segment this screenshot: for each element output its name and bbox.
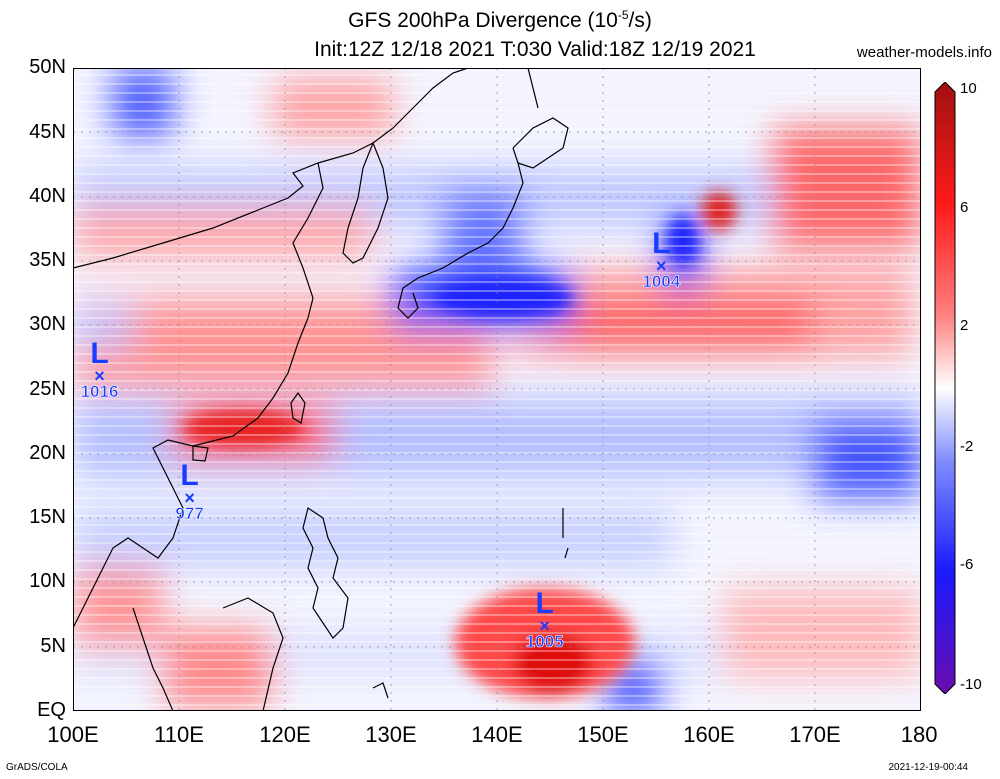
map-subtitle: Init:12Z 12/18 2021 T:030 Valid:18Z 12/1… — [314, 38, 756, 61]
lon-label: 130E — [365, 722, 417, 747]
low-letter: L — [535, 587, 554, 621]
colorbar — [934, 82, 956, 694]
lat-label: 20N — [29, 442, 66, 464]
low-center-mark: × — [184, 487, 195, 508]
low-marker: L × 977 — [160, 458, 220, 523]
low-center-mark: × — [539, 616, 550, 637]
lon-label: 180 — [900, 722, 938, 747]
lon-label: 150E — [577, 722, 629, 747]
lat-label: 40N — [29, 185, 66, 207]
colorbar-label: 2 — [960, 317, 969, 334]
low-marker: L × 1004 — [631, 229, 691, 291]
map-title: GFS 200hPa Divergence (10-5/s) — [348, 8, 652, 32]
lat-label: 50N — [29, 56, 66, 78]
lon-label: 170E — [789, 722, 841, 747]
footer-timestamp: 2021-12-19-00:44 — [888, 762, 968, 773]
low-letter: L — [652, 227, 671, 261]
colorbar-label: -2 — [960, 438, 974, 455]
footer-credit: GrADS/COLA — [6, 762, 68, 773]
map-frame — [73, 68, 921, 711]
site-credit: weather-models.info — [856, 44, 992, 61]
low-marker: L × 1005 — [515, 589, 575, 651]
colorbar-label: 10 — [960, 80, 977, 97]
low-pressure-value: 1004 — [642, 272, 681, 292]
low-pressure-value: 1005 — [525, 632, 564, 652]
colorbar-label: 6 — [960, 199, 969, 216]
lat-label: 30N — [29, 313, 66, 335]
low-marker: L × 1016 — [70, 336, 130, 401]
lon-label: 100E — [47, 722, 99, 747]
lon-label: 140E — [471, 722, 523, 747]
lon-label: 120E — [259, 722, 311, 747]
divergence-field — [73, 68, 921, 711]
colorbar-label: -6 — [960, 556, 974, 573]
lat-label: 25N — [29, 378, 66, 400]
lat-label: EQ — [37, 699, 66, 721]
low-pressure-value: 1016 — [80, 381, 119, 401]
low-center-mark: × — [656, 256, 667, 277]
low-pressure-value: 977 — [175, 503, 204, 523]
lat-label: 5N — [40, 635, 66, 657]
low-letter: L — [90, 336, 109, 370]
lon-label: 160E — [683, 722, 735, 747]
lon-label: 110E — [154, 722, 204, 747]
colorbar-label: -10 — [960, 676, 982, 693]
lat-label: 15N — [29, 506, 66, 528]
lat-label: 35N — [29, 249, 66, 271]
lat-label: 10N — [29, 570, 66, 592]
low-letter: L — [180, 458, 199, 492]
lat-label: 45N — [29, 121, 66, 143]
low-center-mark: × — [94, 365, 105, 386]
